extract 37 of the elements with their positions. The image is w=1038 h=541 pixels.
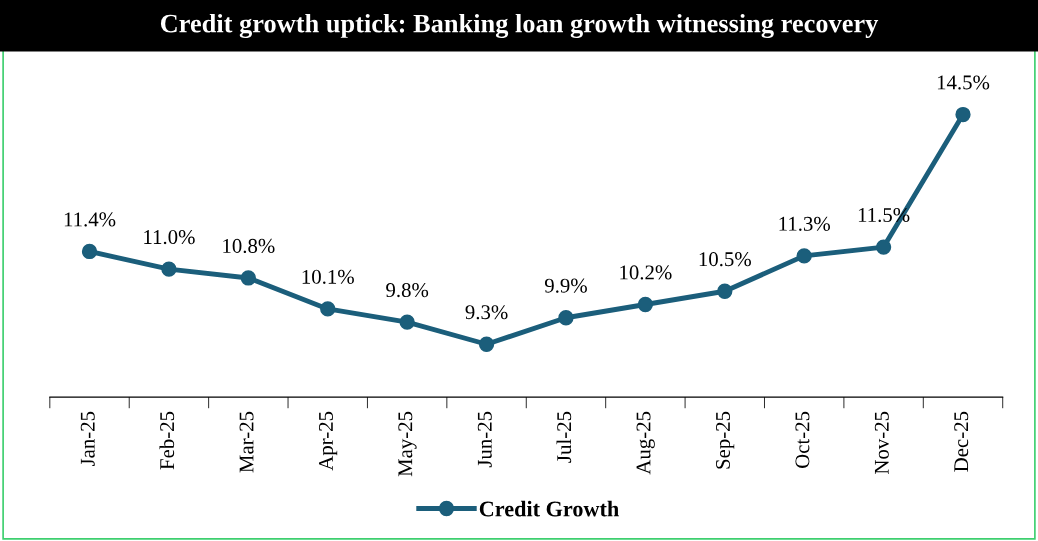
data-label: 10.8% [223, 238, 275, 254]
x-tick-label: Jan-25 [80, 411, 95, 467]
point [717, 283, 733, 299]
x-tick-label: Aug-25 [636, 411, 655, 475]
x-tick-label: Apr-25 [318, 411, 338, 471]
data-label: 10.1% [302, 269, 354, 284]
data-label: 10.2% [620, 265, 672, 280]
point [796, 248, 812, 264]
chart-title: Credit growth uptick: Banking loan growth witnessing recovery [160, 13, 879, 39]
data-label: 9.8% [386, 283, 429, 298]
point [478, 336, 495, 352]
data-label: 9.3% [465, 305, 508, 320]
x-tick-label: Dec-25 [954, 411, 969, 472]
x-tick-label: Jun-25 [477, 411, 492, 468]
point [320, 301, 336, 317]
point [240, 270, 256, 286]
x-tick-label: Mar-25 [239, 411, 254, 473]
data-label: 11.3% [779, 216, 830, 231]
x-tick-label: May-25 [398, 411, 417, 477]
point [399, 314, 415, 330]
x-tick-label: Sep-25 [716, 411, 735, 469]
point [875, 239, 892, 255]
point [558, 310, 574, 326]
x-tick-label: Jul-25 [556, 411, 572, 463]
data-label: 11.0% [144, 230, 195, 245]
point [955, 106, 971, 123]
x-tick-label: Feb-25 [159, 411, 175, 470]
data-label: 10.5% [699, 252, 751, 267]
data-label: 9.9% [544, 278, 587, 293]
legend-label: Credit Growth [479, 500, 619, 517]
x-tick-label: Nov-25 [874, 411, 889, 475]
point [637, 296, 654, 313]
point [81, 243, 98, 260]
x-tick-label: Oct-25 [795, 411, 810, 468]
point [161, 261, 177, 277]
data-label: 14.5% [937, 75, 990, 90]
data-label: 11.4% [64, 212, 116, 227]
